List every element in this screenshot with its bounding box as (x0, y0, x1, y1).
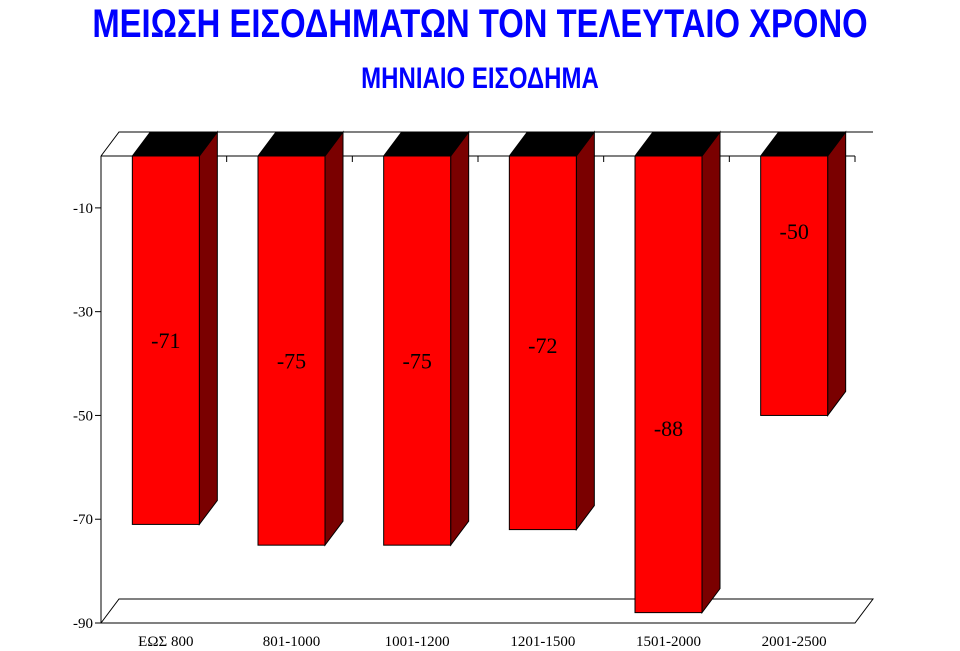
y-tick-label: -50 (73, 408, 93, 424)
bar-side (198, 130, 218, 526)
category-label: 2001-2500 (762, 634, 827, 650)
chart-subtitle: ΜΗΝΙΑΙΟ ΕΙΣΟΔΗΜΑ (361, 62, 599, 95)
bar-side (827, 130, 847, 417)
bar (634, 155, 703, 614)
bar-side (450, 130, 470, 547)
bar (508, 155, 577, 531)
bar (383, 155, 452, 546)
category-label: 1201-1500 (510, 634, 575, 650)
chart-title: ΜΕΙΩΣΗ ΕΙΣΟΔΗΜΑΤΩΝ ΤΟΝ ΤΕΛΕΥΤΑΙΟ ΧΡΟΝΟ (92, 2, 868, 46)
category-label: 1001-1200 (385, 634, 450, 650)
data-label: -75 (277, 349, 306, 374)
category-label: ΕΩΣ 800 (138, 634, 193, 650)
data-label: -88 (654, 416, 683, 441)
y-tick-label: -70 (73, 512, 93, 528)
category-label: 1501-2000 (636, 634, 701, 650)
bar (131, 155, 200, 525)
data-label: -71 (151, 328, 180, 353)
chart-floor (100, 598, 874, 624)
back-wall-edge (100, 131, 873, 157)
bar (760, 155, 829, 416)
data-label: -72 (528, 333, 557, 358)
category-label: 801-1000 (263, 634, 321, 650)
y-tick-label: -10 (73, 201, 93, 217)
data-label: -50 (780, 219, 809, 244)
bar (257, 155, 326, 546)
bar-side (575, 130, 595, 532)
y-tick-label: -30 (73, 305, 93, 321)
data-label: -75 (403, 349, 432, 374)
y-tick-label: -90 (73, 616, 93, 632)
bar-side (324, 130, 344, 547)
bar-side (701, 130, 721, 615)
